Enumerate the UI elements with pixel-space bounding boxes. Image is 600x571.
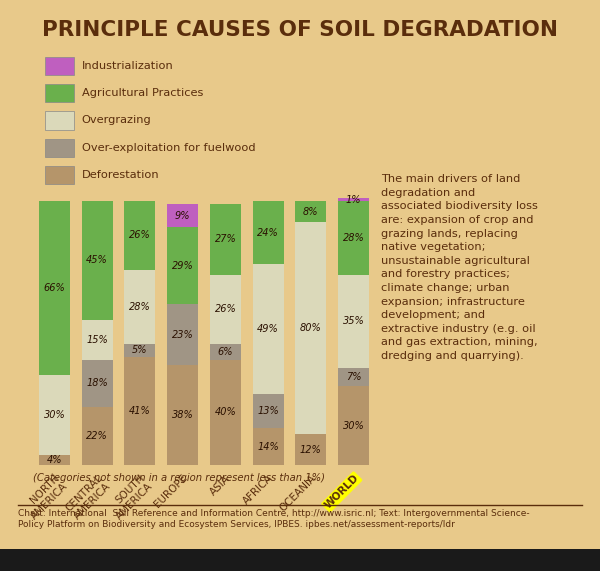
Text: 9%: 9%	[175, 211, 190, 220]
Text: 29%: 29%	[172, 261, 193, 271]
Text: 35%: 35%	[343, 316, 365, 326]
Text: 45%: 45%	[86, 255, 108, 266]
Text: 8%: 8%	[303, 207, 319, 216]
Bar	[210, 275, 241, 344]
Bar	[210, 344, 241, 360]
Text: The main drivers of land
degradation and
associated biodiversity loss
are: expan: The main drivers of land degradation and…	[381, 174, 538, 361]
Bar	[338, 386, 369, 465]
Text: 12%: 12%	[300, 444, 322, 455]
Text: 18%: 18%	[86, 379, 108, 388]
Bar	[253, 428, 284, 465]
Text: 13%: 13%	[257, 406, 279, 416]
Bar	[295, 433, 326, 465]
Text: 4%: 4%	[47, 455, 62, 465]
Bar	[82, 201, 113, 320]
Bar	[124, 270, 155, 344]
Bar	[82, 407, 113, 465]
Bar	[39, 201, 70, 376]
Text: 7%: 7%	[346, 372, 361, 382]
Text: Over-exploitation for fuelwood: Over-exploitation for fuelwood	[82, 143, 255, 153]
Bar	[295, 222, 326, 433]
Text: Deforestation: Deforestation	[82, 170, 159, 180]
Text: 30%: 30%	[44, 410, 65, 420]
Bar	[210, 360, 241, 465]
Bar	[167, 204, 198, 227]
Text: 80%: 80%	[300, 323, 322, 333]
Text: 1%: 1%	[346, 195, 361, 204]
Bar	[39, 455, 70, 465]
Text: Agricultural Practices: Agricultural Practices	[82, 88, 203, 98]
Text: 28%: 28%	[343, 233, 365, 243]
Text: 5%: 5%	[132, 345, 148, 355]
Bar	[338, 275, 369, 368]
Text: 27%: 27%	[215, 234, 236, 244]
Text: 41%: 41%	[129, 406, 151, 416]
Bar	[124, 344, 155, 357]
Bar	[82, 360, 113, 407]
Text: Chart: International  Soil Reference and Information Centre, http://www.isric.nl: Chart: International Soil Reference and …	[18, 509, 530, 529]
Bar	[167, 365, 198, 465]
Bar	[124, 201, 155, 270]
Text: 38%: 38%	[172, 410, 193, 420]
Text: 26%: 26%	[215, 304, 236, 315]
Bar	[167, 304, 198, 365]
Bar	[82, 320, 113, 360]
Text: 40%: 40%	[215, 408, 236, 417]
Text: 28%: 28%	[129, 301, 151, 312]
Bar	[295, 201, 326, 222]
Bar	[253, 201, 284, 264]
Text: 26%: 26%	[129, 230, 151, 240]
Bar	[253, 394, 284, 428]
Text: www.theglobaleducationproject.org: www.theglobaleducationproject.org	[407, 552, 582, 562]
Text: (Categories not shown in a region represent less than 1%): (Categories not shown in a region repres…	[33, 473, 325, 483]
Bar	[210, 204, 241, 275]
Text: Industrialization: Industrialization	[82, 61, 173, 71]
Bar	[253, 264, 284, 394]
Bar	[124, 357, 155, 465]
Text: 23%: 23%	[172, 329, 193, 340]
Bar	[338, 198, 369, 201]
Text: 14%: 14%	[257, 442, 279, 452]
Text: 49%: 49%	[257, 324, 279, 334]
Text: 15%: 15%	[86, 335, 108, 345]
Text: 6%: 6%	[218, 347, 233, 357]
Text: 24%: 24%	[257, 228, 279, 238]
Bar	[39, 376, 70, 455]
Text: PRINCIPLE CAUSES OF SOIL DEGRADATION: PRINCIPLE CAUSES OF SOIL DEGRADATION	[42, 20, 558, 40]
Text: 30%: 30%	[343, 421, 365, 431]
Bar	[338, 368, 369, 386]
Bar	[167, 227, 198, 304]
Text: 66%: 66%	[44, 283, 65, 293]
Text: 22%: 22%	[86, 431, 108, 441]
Bar	[338, 201, 369, 275]
Text: Overgrazing: Overgrazing	[82, 115, 151, 126]
